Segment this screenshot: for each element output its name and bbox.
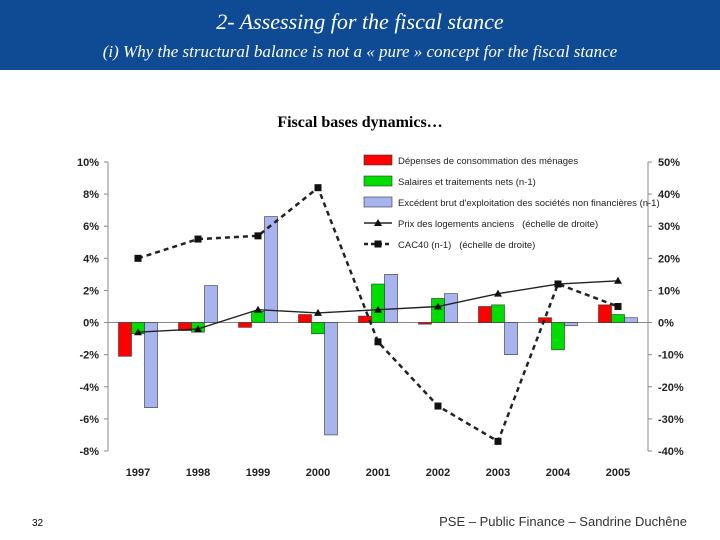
- series-line: [137, 185, 619, 444]
- bar: [624, 317, 638, 323]
- x-tick-label: 1999: [246, 467, 270, 479]
- data-point: [554, 280, 562, 288]
- data-point: [614, 276, 622, 284]
- bar: [491, 304, 505, 323]
- left-tick-label: 2%: [83, 285, 99, 297]
- right-tick-label: -20%: [658, 382, 684, 394]
- bar: [384, 274, 398, 323]
- bar: [478, 306, 492, 323]
- data-point: [374, 338, 382, 346]
- x-tick-label: 2001: [366, 467, 390, 479]
- data-point: [434, 402, 442, 410]
- bar: [118, 322, 132, 357]
- slide-title: 2- Assessing for the fiscal stance: [216, 9, 504, 34]
- left-tick-label: 6%: [83, 221, 99, 233]
- legend-label: Dépenses de consommation des ménages: [398, 156, 578, 167]
- left-tick-label: 8%: [83, 189, 99, 201]
- x-tick-label: 1998: [186, 467, 210, 479]
- bar: [551, 322, 565, 351]
- x-tick-label: 1997: [126, 467, 150, 479]
- data-point: [374, 305, 382, 313]
- bar: [264, 216, 278, 323]
- page-number: 32: [32, 518, 44, 529]
- data-point: [194, 235, 202, 243]
- left-tick-label: 4%: [83, 253, 99, 265]
- right-tick-label: 40%: [658, 189, 680, 201]
- right-tick-label: -10%: [658, 350, 684, 362]
- right-tick-label: 50%: [658, 157, 680, 169]
- legend-label: CAC40 (n-1) (échelle de droite): [398, 240, 535, 251]
- left-tick-label: 0%: [83, 318, 99, 330]
- bar: [431, 298, 445, 323]
- bar: [238, 322, 252, 328]
- data-point: [254, 305, 262, 313]
- right-tick-label: 0%: [658, 318, 674, 330]
- bar: [418, 322, 432, 325]
- bar: [598, 304, 612, 323]
- legend-swatch: [363, 154, 393, 166]
- x-tick-label: 2000: [306, 467, 330, 479]
- left-tick-label: 10%: [77, 157, 99, 169]
- data-point: [134, 328, 142, 336]
- right-tick-label: 30%: [658, 221, 680, 233]
- bar: [251, 311, 265, 323]
- data-point: [254, 232, 262, 240]
- legend-marker: [374, 219, 382, 226]
- left-tick-label: -4%: [79, 382, 99, 394]
- data-point: [494, 437, 502, 445]
- right-tick-label: -30%: [658, 414, 684, 426]
- legend-swatch: [363, 175, 393, 187]
- x-tick-label: 2002: [426, 467, 450, 479]
- bar: [144, 322, 158, 408]
- bar: [311, 322, 325, 335]
- right-tick-label: -40%: [658, 446, 684, 458]
- legend-marker: [374, 240, 382, 248]
- x-tick-label: 2003: [486, 467, 510, 479]
- x-tick-label: 2004: [546, 467, 571, 479]
- data-point: [314, 184, 322, 192]
- right-tick-label: 10%: [658, 285, 680, 297]
- bar: [298, 314, 312, 323]
- bar: [564, 322, 578, 327]
- data-point: [134, 254, 142, 262]
- bar: [504, 322, 518, 355]
- bar: [204, 285, 218, 323]
- legend-label: Prix des logements anciens (échelle de d…: [398, 219, 598, 230]
- bar: [371, 283, 385, 323]
- legend-label: Salaires et traitements nets (n-1): [398, 177, 536, 188]
- bar: [611, 314, 625, 323]
- bar: [444, 293, 458, 323]
- left-tick-label: -2%: [79, 350, 99, 362]
- bar: [324, 322, 338, 436]
- left-tick-label: -8%: [79, 446, 99, 458]
- data-point: [614, 303, 622, 310]
- x-tick-label: 2005: [606, 467, 630, 479]
- legend-swatch: [363, 196, 393, 208]
- data-point: [314, 308, 322, 316]
- slide-header: 2- Assessing for the fiscal stance (i) W…: [0, 0, 720, 70]
- data-point: [494, 289, 502, 297]
- footer-credit: PSE – Public Finance – Sandrine Duchêne: [439, 514, 687, 529]
- chart-title: Fiscal bases dynamics…: [277, 114, 443, 131]
- data-point: [434, 302, 442, 310]
- legend-label: Excédent brut d'exploitation des société…: [398, 198, 660, 209]
- right-tick-label: 20%: [658, 253, 680, 265]
- slide-subtitle: (i) Why the structural balance is not a …: [102, 42, 618, 61]
- left-tick-label: -6%: [79, 414, 99, 426]
- data-point: [194, 324, 202, 332]
